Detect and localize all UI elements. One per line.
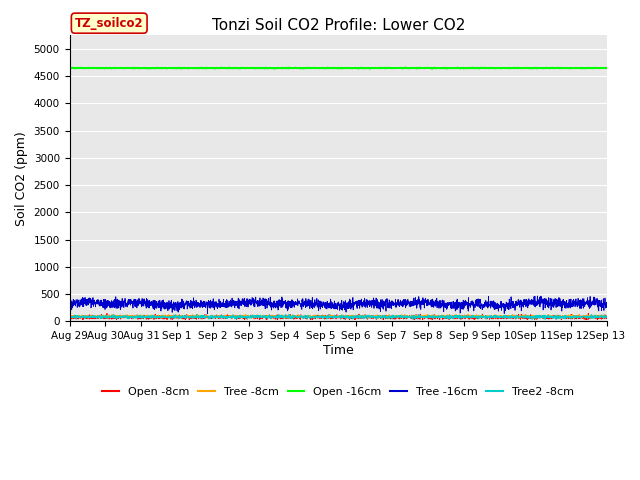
Tree2 -8cm [535,313,543,319]
Tree -16cm [603,304,611,310]
Open -8cm [295,314,303,320]
Tree -16cm [159,300,166,306]
Line: Open -16cm: Open -16cm [70,67,607,69]
Open -16cm [159,65,166,71]
Tree2 -8cm [272,313,280,319]
Open -16cm [66,65,74,71]
Tree2 -8cm [528,317,536,323]
Line: Tree -16cm: Tree -16cm [70,296,607,314]
Tree2 -8cm [285,312,293,317]
Tree -16cm [272,303,280,309]
Open -8cm [593,314,600,320]
Tree2 -8cm [66,313,74,319]
Tree -8cm [127,314,134,320]
Tree -16cm [204,311,211,317]
Tree -8cm [385,315,392,321]
Text: TZ_soilco2: TZ_soilco2 [75,17,143,30]
Open -8cm [603,314,611,320]
Tree -16cm [66,299,74,305]
Open -8cm [584,311,592,316]
Tree -16cm [127,297,134,302]
Tree -8cm [66,315,74,321]
Open -16cm [127,65,134,71]
Line: Open -8cm: Open -8cm [70,313,607,320]
Open -8cm [79,317,86,323]
Open -16cm [225,64,233,70]
Tree2 -8cm [593,314,600,320]
Tree -8cm [603,314,611,320]
Open -8cm [535,314,543,320]
Tree -16cm [593,299,600,304]
Title: Tonzi Soil CO2 Profile: Lower CO2: Tonzi Soil CO2 Profile: Lower CO2 [212,18,465,33]
Legend: Open -8cm, Tree -8cm, Open -16cm, Tree -16cm, Tree2 -8cm: Open -8cm, Tree -8cm, Open -16cm, Tree -… [98,383,579,401]
Tree -8cm [593,313,600,319]
Tree -16cm [295,301,303,307]
Tree2 -8cm [603,314,611,320]
Open -16cm [272,65,280,71]
Open -8cm [66,314,74,320]
Tree -8cm [295,314,303,320]
Open -16cm [593,65,600,71]
Tree -8cm [535,313,543,319]
Line: Tree2 -8cm: Tree2 -8cm [70,314,607,320]
Tree2 -8cm [127,314,134,320]
Tree -16cm [535,297,543,303]
Open -8cm [127,315,135,321]
Tree -8cm [159,313,166,319]
Tree -16cm [534,293,541,299]
Tree -8cm [194,312,202,317]
Open -16cm [460,66,468,72]
X-axis label: Time: Time [323,344,354,357]
Open -16cm [603,65,611,71]
Line: Tree -8cm: Tree -8cm [70,314,607,318]
Y-axis label: Soil CO2 (ppm): Soil CO2 (ppm) [15,131,28,226]
Open -16cm [295,65,303,71]
Tree2 -8cm [295,314,303,320]
Tree -8cm [272,313,280,319]
Open -16cm [535,65,543,71]
Open -8cm [272,316,280,322]
Open -8cm [159,314,167,320]
Tree2 -8cm [159,314,166,320]
